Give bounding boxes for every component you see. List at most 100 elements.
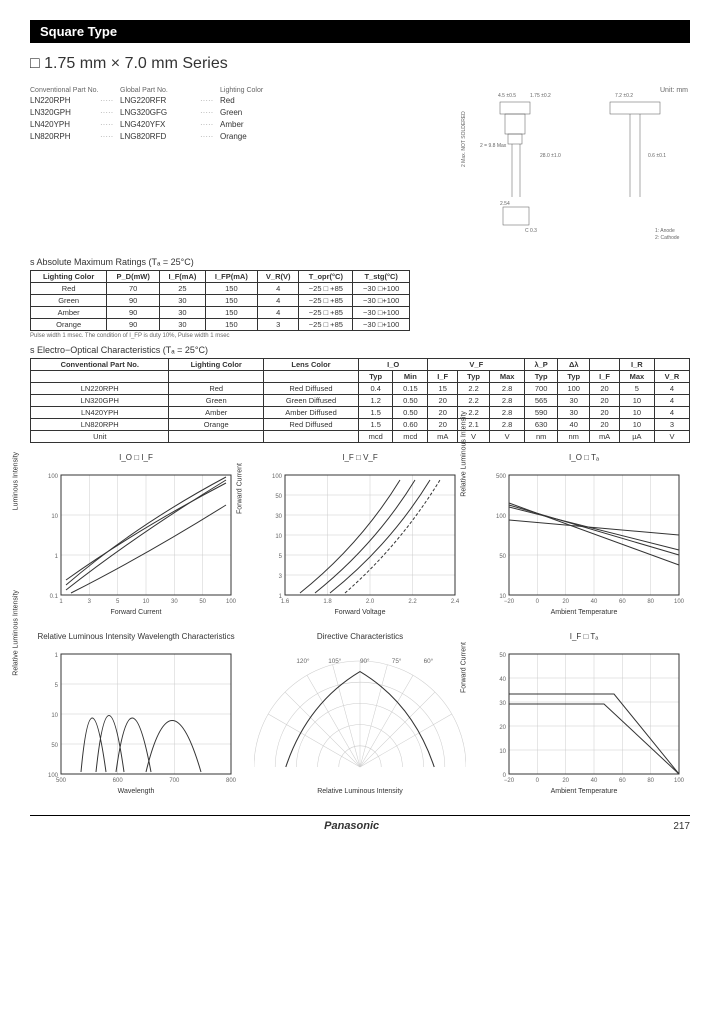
table-cell: Red Diffused (263, 419, 358, 431)
svg-text:5: 5 (116, 599, 120, 605)
table-cell: −30 □+100 (353, 283, 410, 295)
table-header: Δλ (558, 359, 590, 371)
chart-title: Directive Characteristics (254, 632, 466, 641)
svg-text:1: 1 (55, 554, 59, 560)
table-cell: −25 □ +85 (299, 295, 353, 307)
table-cell: 4 (654, 407, 689, 419)
table-cell: V (654, 431, 689, 443)
table-cell: 40 (558, 419, 590, 431)
table-cell: 20 (590, 383, 620, 395)
table-header (169, 371, 264, 383)
svg-text:2 Max. NOT SOLDERED: 2 Max. NOT SOLDERED (461, 111, 467, 167)
table-cell: 30 (160, 295, 206, 307)
part-row: LN220RPH·····LNG220RFR·····Red (30, 96, 410, 105)
abs-max-footnote: Pulse width 1 msec. The condition of I_F… (30, 333, 690, 339)
table-cell: mcd (359, 431, 393, 443)
table-header (590, 359, 620, 371)
part-global: LNG320GFG (120, 108, 200, 117)
electro-title: s Electro−Optical Characteristics (Tₐ = … (30, 345, 690, 355)
table-header: T_opr(°C) (299, 271, 353, 283)
table-header (654, 359, 689, 371)
table-cell: Orange (31, 319, 107, 331)
svg-text:90°: 90° (360, 657, 370, 665)
svg-text:60: 60 (619, 778, 626, 784)
charts-row-2: Relative Luminous Intensity Wavelength C… (30, 632, 690, 795)
svg-text:100: 100 (496, 514, 507, 520)
table-cell: 20 (428, 419, 458, 431)
chart-title: I_F □ Tₐ (478, 632, 690, 641)
table-cell: 4 (654, 383, 689, 395)
part-color: Red (220, 96, 270, 105)
table-cell: 565 (525, 395, 558, 407)
x-axis-label: Forward Voltage (254, 609, 466, 616)
chart: I_F □ V_F Forward Current 100503010531 1… (254, 453, 466, 616)
svg-text:0: 0 (536, 599, 540, 605)
table-cell: 10 (619, 419, 654, 431)
chart-svg: 151050100 500600700800 (30, 644, 242, 784)
x-axis-label: Wavelength (30, 788, 242, 795)
table-cell: 30 (160, 319, 206, 331)
chart-svg: 120°105°90°75°60° (254, 644, 466, 784)
svg-text:800: 800 (226, 778, 237, 784)
table-header (263, 371, 358, 383)
table-cell: 4 (258, 295, 299, 307)
svg-text:10: 10 (51, 514, 58, 520)
svg-text:100: 100 (48, 474, 59, 480)
svg-text:−20: −20 (504, 599, 515, 605)
x-axis-label: Forward Current (30, 609, 242, 616)
table-cell: nm (525, 431, 558, 443)
table-cell: 2.8 (490, 407, 525, 419)
table-cell: 20 (590, 395, 620, 407)
chart: Relative Luminous Intensity Wavelength C… (30, 632, 242, 795)
table-cell: V (490, 431, 525, 443)
table-cell: 30 (558, 395, 590, 407)
header-bar: Square Type (30, 20, 690, 43)
y-axis-label: Relative Luminous Intensity (461, 411, 468, 497)
chart-svg: 50403020100 −20020406080100 (478, 644, 690, 784)
table-cell: 150 (205, 295, 257, 307)
svg-text:1.6: 1.6 (281, 599, 290, 605)
part-row: LN320GPH·····LNG320GFG·····Green (30, 108, 410, 117)
table-cell: 70 (107, 283, 160, 295)
chart-svg: 5001005010 −20020406080100 (478, 465, 690, 605)
table-cell: µA (619, 431, 654, 443)
table-cell: LN820RPH (31, 419, 169, 431)
svg-text:10: 10 (51, 713, 58, 719)
part-global: LNG820RFD (120, 132, 200, 141)
svg-text:7.2 ±0.2: 7.2 ±0.2 (615, 93, 633, 99)
table-cell: LN220RPH (31, 383, 169, 395)
svg-text:20: 20 (562, 778, 569, 784)
table-header: I_O (359, 359, 428, 371)
charts-row-1: I_O □ I_F Luminous Intensity 1001010.1 1… (30, 453, 690, 616)
table-cell: 4 (258, 307, 299, 319)
svg-text:40: 40 (591, 599, 598, 605)
table-cell: 150 (205, 319, 257, 331)
table-cell: −30 □+100 (353, 295, 410, 307)
mechanical-diagram: Unit: mm 4.5 ±0.5 1.75 ±0.2 7.2 ±0.2 2 M… (430, 87, 690, 247)
svg-text:20: 20 (499, 725, 506, 731)
chart: I_F □ Tₐ Forward Current 50403020100 −20… (478, 632, 690, 795)
x-axis-label: Ambient Temperature (478, 788, 690, 795)
table-cell: 3 (654, 419, 689, 431)
table-cell: Amber (31, 307, 107, 319)
table-cell: 20 (428, 395, 458, 407)
y-axis-label: Forward Current (461, 642, 468, 693)
part-global: LNG420YFX (120, 120, 200, 129)
table-cell: Unit (31, 431, 169, 443)
svg-text:2.54: 2.54 (500, 201, 510, 207)
svg-text:10: 10 (275, 534, 282, 540)
section-title: □ 1.75 mm × 7.0 mm Series (30, 55, 690, 73)
table-cell: 630 (525, 419, 558, 431)
table-cell: 5 (619, 383, 654, 395)
table-header: V_R(V) (258, 271, 299, 283)
chart-title: I_O □ I_F (30, 453, 242, 462)
table-header: Lighting Color (31, 271, 107, 283)
svg-text:3: 3 (88, 599, 92, 605)
svg-text:500: 500 (56, 778, 67, 784)
part-conv: LN820RPH (30, 132, 100, 141)
svg-text:100: 100 (674, 778, 685, 784)
svg-text:10: 10 (143, 599, 150, 605)
table-cell: 3 (258, 319, 299, 331)
svg-text:60°: 60° (424, 657, 434, 665)
x-axis-label: Ambient Temperature (478, 609, 690, 616)
